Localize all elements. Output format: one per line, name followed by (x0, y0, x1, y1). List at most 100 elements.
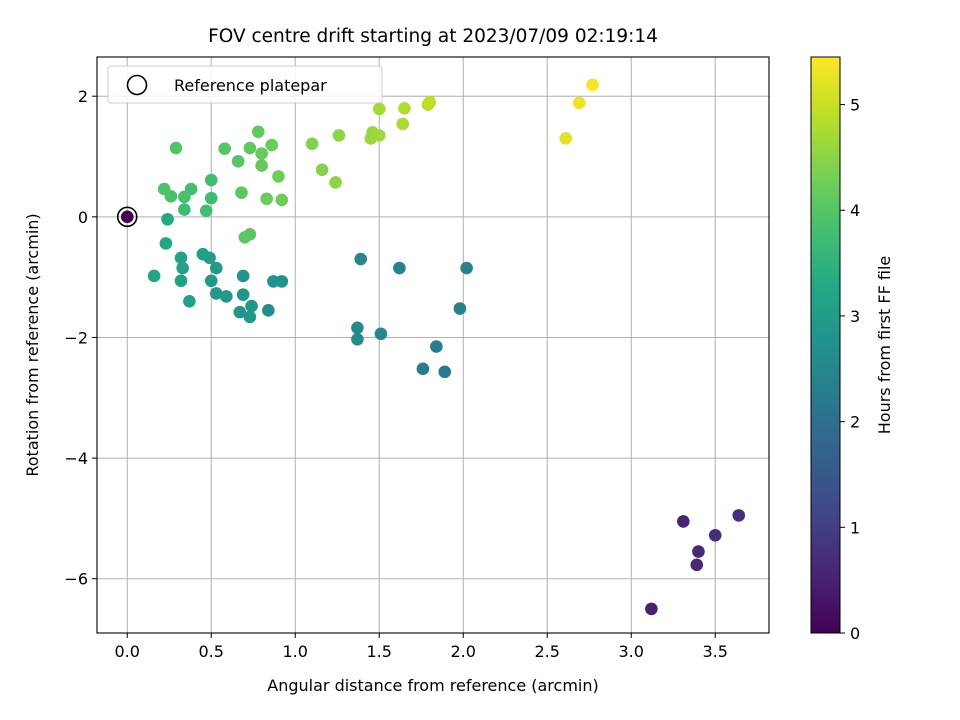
data-point (245, 299, 258, 313)
data-point (372, 102, 386, 116)
data-point (396, 117, 410, 131)
data-point (354, 252, 368, 266)
colorbar-gradient (810, 56, 841, 634)
data-point (233, 305, 247, 319)
data-point (374, 327, 388, 341)
data-point (732, 509, 746, 522)
data-point (275, 193, 289, 207)
data-point (157, 182, 171, 196)
x-tick-label: 3.5 (703, 642, 728, 661)
colorbar-tick-label: 1 (850, 518, 860, 537)
data-point (161, 212, 174, 226)
data-point (218, 142, 231, 155)
data-point (572, 96, 586, 110)
reference-point-marker (116, 206, 138, 228)
y-tick-label: 0 (78, 208, 88, 227)
data-point (174, 251, 188, 265)
data-point (204, 274, 218, 288)
y-tick-label: 2 (78, 87, 88, 106)
chart-title: FOV centre drift starting at 2023/07/09 … (208, 26, 658, 47)
data-point (398, 101, 411, 115)
data-point (332, 129, 346, 142)
data-point (255, 147, 268, 160)
data-point (169, 141, 183, 155)
data-point (329, 176, 342, 189)
data-point (438, 365, 452, 379)
data-point (351, 321, 364, 335)
colorbar-tick-label: 4 (850, 201, 860, 220)
data-point (272, 170, 285, 183)
x-tick-label: 3.0 (619, 642, 644, 661)
y-tick-label: −6 (64, 570, 88, 589)
data-point (645, 602, 658, 616)
data-point (260, 192, 273, 206)
data-point (220, 290, 233, 303)
data-point (416, 362, 430, 376)
x-tick-label: 1.0 (283, 642, 308, 661)
data-point (196, 247, 210, 261)
colorbar-tick-label: 5 (850, 96, 860, 115)
data-point (251, 125, 265, 139)
y-axis-label: Rotation from reference (arcmin) (23, 213, 42, 476)
y-axis-ticks: 2 0 −2 −4 −6 (64, 87, 97, 589)
data-point (559, 132, 573, 145)
x-tick-label: 2.5 (535, 642, 560, 661)
x-tick-label: 0.0 (115, 642, 140, 661)
colorbar-tick-label: 2 (850, 413, 860, 432)
y-tick-label: −2 (64, 328, 88, 347)
x-tick-label: 0.5 (199, 642, 224, 661)
data-point (372, 129, 386, 142)
x-axis-ticks: 0.0 0.5 1.0 1.5 2.0 2.5 3.0 3.5 (115, 633, 728, 661)
data-point (315, 163, 329, 177)
data-point (690, 558, 704, 572)
data-point (423, 95, 436, 109)
data-points (116, 78, 746, 616)
legend: Reference platepar (107, 65, 383, 104)
data-point (243, 141, 257, 155)
data-point (255, 159, 268, 172)
grid-lines (97, 57, 769, 633)
data-point (453, 302, 467, 315)
data-point (120, 210, 134, 224)
colorbar-label: Hours from first FF file (875, 256, 894, 435)
data-point (209, 261, 223, 275)
data-point (176, 261, 189, 275)
legend-box (107, 65, 383, 104)
data-point (236, 288, 250, 301)
data-point (586, 78, 599, 92)
x-tick-label: 1.5 (367, 642, 392, 661)
data-point (178, 203, 191, 216)
data-point (204, 173, 218, 187)
data-point (243, 228, 257, 241)
colorbar-tick-label: 3 (850, 307, 860, 326)
data-point (199, 204, 213, 218)
data-point (174, 274, 188, 288)
data-point (262, 304, 275, 317)
x-tick-label: 2.0 (451, 642, 476, 661)
data-point (183, 294, 196, 308)
x-axis-label: Angular distance from reference (arcmin) (267, 676, 598, 695)
legend-label: Reference platepar (174, 76, 327, 95)
data-point (267, 275, 280, 288)
data-point (204, 191, 218, 205)
data-point (236, 269, 250, 283)
data-point (692, 545, 705, 558)
data-point (708, 528, 722, 542)
data-point (351, 332, 364, 346)
colorbar-ticks: 0 1 2 3 4 5 (840, 96, 860, 643)
data-point (147, 269, 161, 283)
data-point (677, 515, 690, 528)
data-point (430, 340, 443, 353)
legend-marker-icon (126, 74, 148, 96)
data-point (231, 155, 245, 168)
data-point (265, 138, 279, 152)
data-point (243, 310, 257, 324)
data-point (393, 261, 406, 275)
data-point (305, 137, 319, 151)
data-point (178, 190, 191, 204)
colorbar-tick-label: 0 (850, 624, 860, 643)
data-point (460, 261, 473, 275)
colorbar: 0 1 2 3 4 5 Hours from first FF file (810, 56, 894, 643)
plot-area-frame (96, 56, 770, 634)
